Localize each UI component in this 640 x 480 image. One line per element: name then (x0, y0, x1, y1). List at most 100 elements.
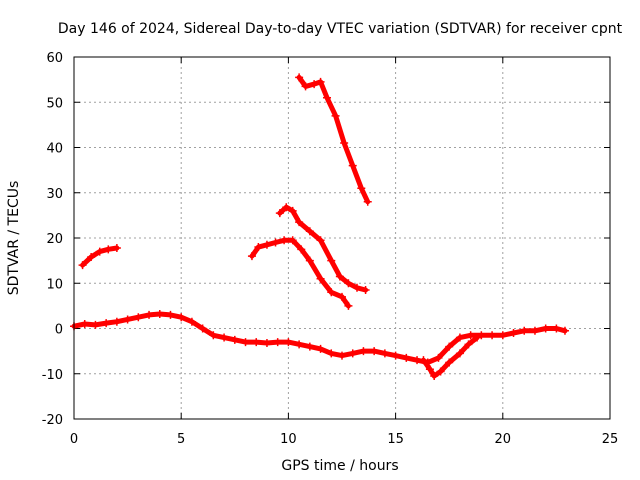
data-point (288, 236, 297, 245)
data-point (338, 292, 346, 301)
x-tick-label: 10 (280, 432, 297, 447)
data-series (70, 73, 569, 381)
x-tick-label: 25 (602, 432, 619, 447)
data-point (541, 324, 550, 333)
data-point (359, 347, 368, 356)
data-point (520, 326, 529, 335)
data-point (327, 349, 336, 358)
data-point (425, 365, 434, 374)
data-point (166, 310, 175, 319)
series-baseline (70, 310, 569, 367)
y-tick-label: -10 (42, 368, 63, 383)
data-point (331, 111, 340, 120)
y-tick-label: 40 (46, 142, 63, 157)
data-point (305, 342, 314, 351)
data-point (80, 319, 89, 328)
data-point (445, 342, 454, 351)
data-point (348, 161, 357, 170)
data-point (104, 245, 113, 254)
data-point (316, 77, 325, 86)
data-point (273, 338, 282, 347)
plot-frame (73, 56, 611, 420)
data-point (348, 349, 357, 358)
data-point (344, 301, 353, 310)
data-point (370, 347, 379, 356)
y-tick-label: -20 (42, 413, 63, 428)
data-point (288, 206, 297, 215)
data-point (112, 317, 121, 326)
data-point (95, 247, 104, 256)
data-point (247, 252, 256, 261)
data-point (530, 326, 539, 335)
data-point (155, 310, 164, 319)
y-tick-label: 20 (46, 232, 63, 247)
grid-lines (74, 57, 610, 419)
data-point (327, 288, 336, 297)
y-axis-label: SDTVAR / TECUs (6, 181, 22, 296)
data-point (241, 338, 250, 347)
data-point (552, 324, 561, 333)
data-point (177, 313, 186, 322)
data-point (340, 138, 349, 147)
data-point (430, 372, 439, 381)
data-point (280, 236, 289, 245)
data-point (87, 253, 96, 262)
data-point (112, 243, 121, 252)
axis-ticks: 0 5 10 15 20 25 -20 -10 0 10 20 30 40 50 60 (42, 51, 619, 447)
series-line (249, 237, 351, 309)
data-point (380, 349, 389, 358)
data-point (338, 351, 346, 360)
data-point (187, 317, 196, 326)
x-tick-label: 15 (387, 432, 404, 447)
data-point (134, 313, 143, 322)
x-tick-label: 5 (177, 432, 185, 447)
data-point (391, 351, 400, 360)
data-point (305, 256, 314, 265)
series-arc-high (295, 73, 372, 206)
data-point (316, 274, 325, 283)
data-point (361, 286, 370, 295)
y-tick-label: 60 (46, 51, 63, 66)
series-line (296, 74, 371, 205)
data-point (488, 331, 497, 340)
data-point (316, 236, 325, 245)
data-point (220, 333, 229, 342)
data-point (509, 329, 518, 338)
data-point (498, 331, 507, 340)
y-tick-label: 50 (46, 96, 63, 111)
series-baseline-dip (419, 333, 482, 381)
series-arc-mid-upper (275, 203, 370, 295)
data-point (357, 184, 366, 193)
data-point (322, 93, 331, 102)
data-point (262, 240, 271, 249)
data-point (295, 218, 304, 227)
data-point (78, 261, 87, 270)
data-point (466, 331, 475, 340)
data-point (284, 338, 293, 347)
data-point (91, 320, 100, 329)
data-point (445, 358, 454, 367)
data-point (123, 315, 132, 324)
data-point (344, 279, 353, 288)
data-point (295, 73, 304, 82)
data-point (102, 319, 111, 328)
data-point (209, 331, 218, 340)
data-point (145, 310, 154, 319)
data-point (436, 367, 445, 376)
data-point (262, 338, 271, 347)
data-point (473, 333, 482, 342)
data-point (353, 283, 362, 292)
data-point (252, 338, 261, 347)
data-point (275, 209, 284, 218)
data-point (297, 245, 306, 254)
data-point (434, 353, 443, 362)
data-point (560, 326, 569, 335)
y-tick-label: 30 (46, 187, 63, 202)
data-point (271, 238, 280, 247)
x-axis-label: GPS time / hours (281, 458, 398, 474)
data-point (363, 197, 372, 206)
series-arc-mid-lower (247, 236, 353, 310)
data-point (295, 340, 304, 349)
data-point (419, 356, 428, 365)
